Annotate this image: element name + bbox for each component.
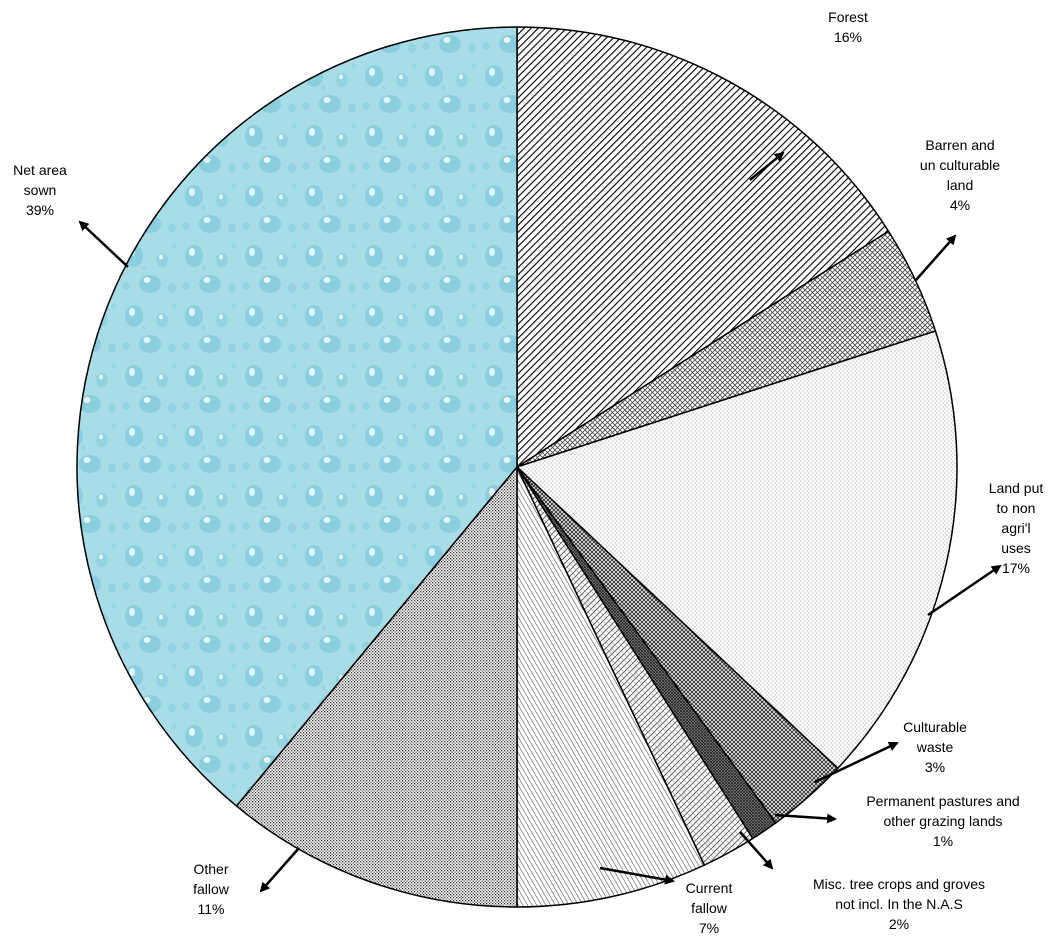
slice-label: Barren and un culturable land 4% <box>920 137 1000 213</box>
slice-name-label: Misc. tree crops and groves <box>813 876 985 892</box>
slice-percent-label: 7% <box>699 920 719 936</box>
slice-name-label: land <box>947 177 973 193</box>
slice-name-label: sown <box>24 182 57 198</box>
slice-name-label: Culturable <box>903 719 967 735</box>
leader-arrow <box>774 813 837 824</box>
slice-name-label: waste <box>916 739 954 755</box>
pie-labels: Forest 16% Barren and un culturable land 4% La… <box>13 9 1043 936</box>
slice-label: Forest 16% <box>828 9 868 45</box>
slice-name-label: agri'l <box>1001 520 1030 536</box>
slice-percent-label: 2% <box>889 916 909 932</box>
leader-arrow <box>78 220 129 268</box>
slice-label: Land put to non agri'l uses 17% <box>989 480 1044 576</box>
slice-label: Current fallow 7% <box>686 880 733 936</box>
leader-arrow <box>915 234 957 281</box>
slice-label: Misc. tree crops and groves not incl. In … <box>813 876 985 932</box>
slice-percent-label: 17% <box>1002 560 1030 576</box>
slice-label: Permanent pastures and other grazing land… <box>866 793 1019 849</box>
leader-arrow <box>927 564 1002 617</box>
pie-slice-forest <box>516 26 890 469</box>
slice-name-label: other grazing lands <box>883 813 1002 829</box>
leader-arrow <box>599 866 675 885</box>
slice-name-label: un culturable <box>920 157 1000 173</box>
slice-percent-label: 39% <box>26 202 54 218</box>
slice-name-label: to non <box>997 500 1036 516</box>
slice-label: Net area sown 39% <box>13 162 67 218</box>
slice-percent-label: 16% <box>834 29 862 45</box>
slice-name-label: Land put <box>989 480 1044 496</box>
slice-percent-label: 1% <box>933 833 953 849</box>
slice-label: Other fallow 11% <box>193 861 230 917</box>
slice-name-label: Barren and <box>925 137 994 153</box>
slice-name-label: Current <box>686 880 733 896</box>
slice-name-label: not incl. In the N.A.S <box>835 896 963 912</box>
pie-slice-other-fallow <box>235 464 518 908</box>
slice-percent-label: 11% <box>198 901 225 917</box>
slice-name-label: Forest <box>828 9 868 25</box>
pie-slice-land-put-to-non-agri-l-uses <box>515 330 958 770</box>
slice-name-label: Permanent pastures and <box>866 793 1019 809</box>
leader-arrow <box>259 847 300 893</box>
leader-arrow <box>739 831 774 870</box>
leader-arrow <box>814 741 899 784</box>
slice-percent-label: 4% <box>950 197 970 213</box>
pie-slice-net-area-sown <box>76 26 518 808</box>
slice-name-label: Net area <box>13 162 67 178</box>
slice-name-label: fallow <box>193 881 230 897</box>
slice-percent-label: 3% <box>925 759 945 775</box>
slice-name-label: Other <box>193 861 228 877</box>
slice-name-label: uses <box>1001 540 1031 556</box>
pie-slice-current-fallow <box>516 466 706 908</box>
pie-slices <box>76 26 958 908</box>
leader-arrow <box>749 151 785 181</box>
slice-name-label: fallow <box>691 900 728 916</box>
slice-label: Culturable waste 3% <box>903 719 967 775</box>
